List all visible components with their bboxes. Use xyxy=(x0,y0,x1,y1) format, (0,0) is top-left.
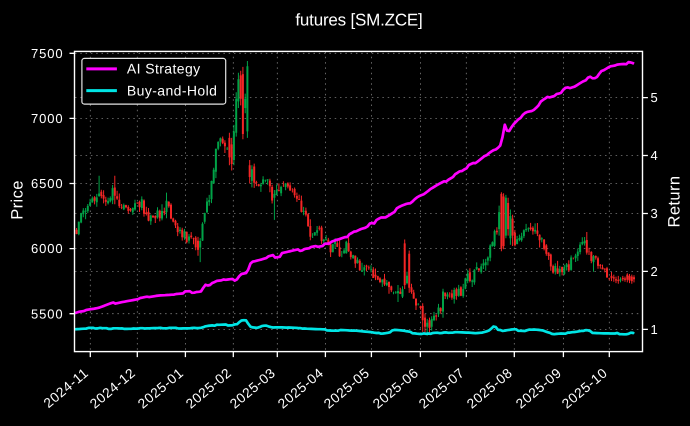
svg-text:7000: 7000 xyxy=(31,111,64,126)
svg-text:2: 2 xyxy=(651,264,658,279)
svg-text:5500: 5500 xyxy=(31,306,64,321)
svg-text:Return: Return xyxy=(665,176,683,228)
svg-text:1: 1 xyxy=(651,322,658,337)
svg-text:AI Strategy: AI Strategy xyxy=(127,61,201,77)
svg-text:5: 5 xyxy=(651,90,658,105)
svg-text:Buy-and-Hold: Buy-and-Hold xyxy=(127,82,217,98)
svg-text:futures [SM.ZCE]: futures [SM.ZCE] xyxy=(295,11,422,30)
svg-text:4: 4 xyxy=(651,148,658,163)
svg-text:6500: 6500 xyxy=(31,176,64,191)
svg-text:6000: 6000 xyxy=(31,241,64,256)
svg-text:Price: Price xyxy=(8,180,26,220)
svg-text:3: 3 xyxy=(651,206,658,221)
svg-text:7500: 7500 xyxy=(31,46,64,61)
